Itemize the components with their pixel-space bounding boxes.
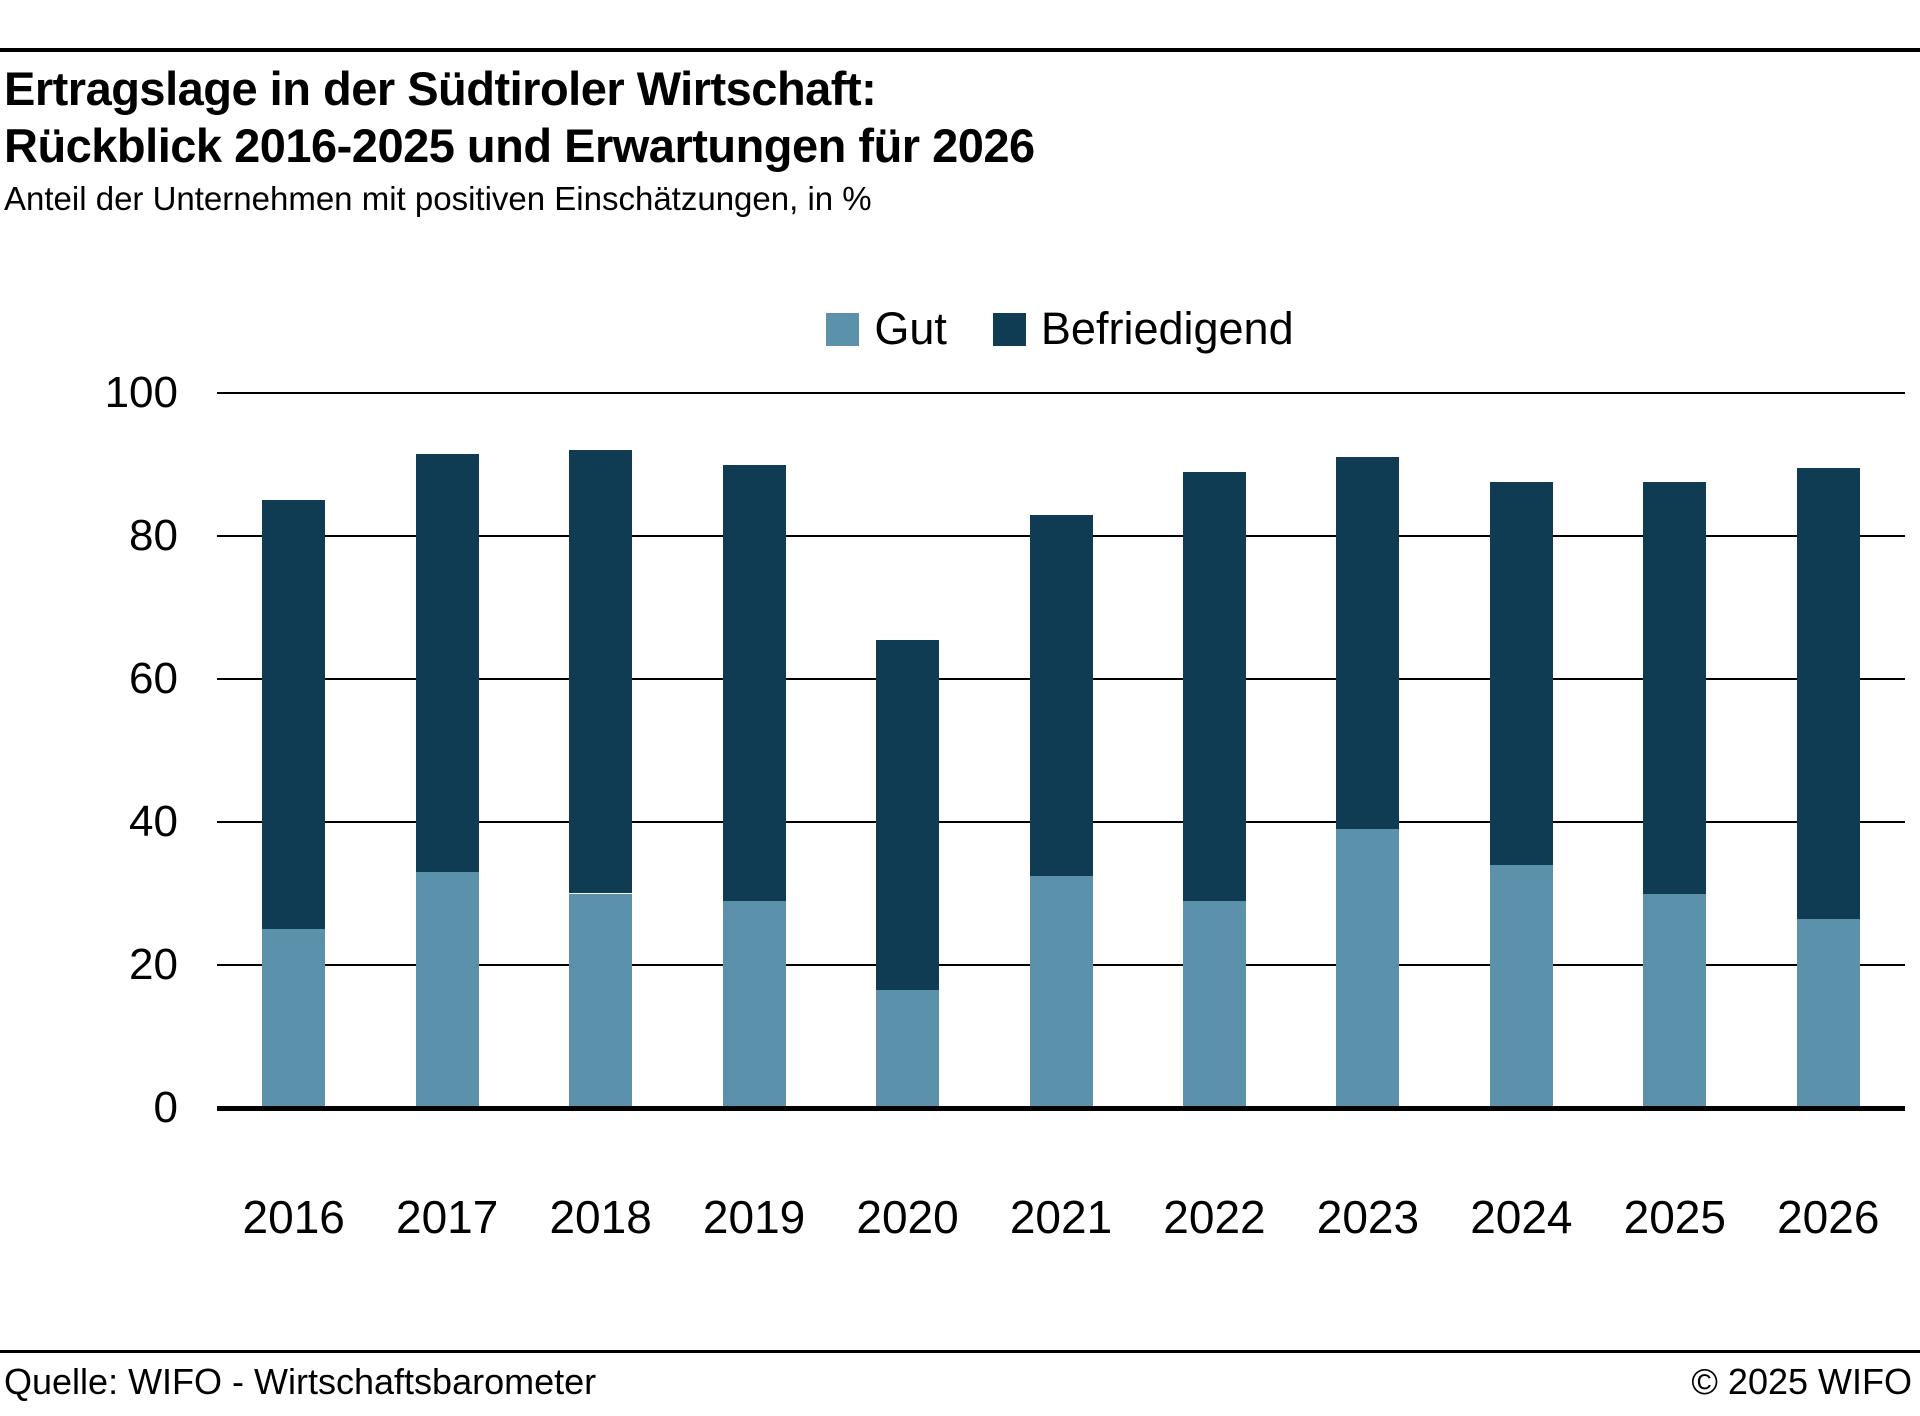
y-tick-label-0: 0 xyxy=(153,1083,178,1132)
bar-befriedigend-2018 xyxy=(569,450,633,894)
bar-befriedigend-2022 xyxy=(1182,471,1246,901)
legend-swatch-gut-icon xyxy=(826,312,860,346)
x-tick-label-2026: 2026 xyxy=(1777,1191,1880,1243)
title-line-1: Ertragslage in der Südtiroler Wirtschaft… xyxy=(4,62,877,115)
y-tick-label-40: 40 xyxy=(129,797,178,846)
copyright-note: © 2025 WIFO xyxy=(1691,1361,1912,1402)
y-tick-label-100: 100 xyxy=(104,368,178,417)
bar-befriedigend-2025 xyxy=(1643,482,1707,894)
bar-befriedigend-2016 xyxy=(262,500,326,930)
bar-befriedigend-2017 xyxy=(415,453,479,873)
footer-rule xyxy=(0,1350,1920,1353)
gridline-100 xyxy=(217,392,1905,394)
bar-befriedigend-2020 xyxy=(876,639,940,991)
x-tick-label-2023: 2023 xyxy=(1316,1191,1420,1243)
y-tick-label-80: 80 xyxy=(129,511,178,560)
x-tick-label-2016: 2016 xyxy=(242,1191,345,1243)
x-tick-label-2020: 2020 xyxy=(856,1191,959,1243)
x-tick-label-2024: 2024 xyxy=(1470,1191,1573,1243)
bar-gut-2018 xyxy=(569,893,633,1108)
chart-subtitle: Anteil der Unternehmen mit positiven Ein… xyxy=(4,180,872,217)
y-tick-label-20: 20 xyxy=(129,940,178,989)
y-tick-label-60: 60 xyxy=(129,654,178,703)
x-tick-label-2022: 2022 xyxy=(1163,1191,1266,1243)
x-axis-baseline xyxy=(217,1106,1905,1111)
bar-befriedigend-2023 xyxy=(1336,457,1400,830)
bar-befriedigend-2019 xyxy=(722,464,786,901)
bar-gut-2022 xyxy=(1182,900,1246,1108)
x-tick-label-2021: 2021 xyxy=(1009,1191,1113,1243)
legend-item-gut: Gut xyxy=(826,303,947,355)
bar-gut-2025 xyxy=(1643,893,1707,1108)
x-tick-label-2025: 2025 xyxy=(1623,1191,1726,1243)
x-tick-label-2019: 2019 xyxy=(702,1191,806,1243)
source-note: Quelle: WIFO - Wirtschaftsbarometer xyxy=(4,1361,597,1402)
bar-befriedigend-2021 xyxy=(1029,514,1093,876)
legend-label-befriedigend: Befriedigend xyxy=(1040,303,1294,354)
bar-gut-2016 xyxy=(262,929,326,1108)
bar-gut-2021 xyxy=(1029,875,1093,1108)
bar-gut-2017 xyxy=(415,872,479,1108)
page-title: Ertragslage in der Südtiroler Wirtschaft… xyxy=(4,60,1035,174)
x-tick-label-2018: 2018 xyxy=(549,1191,652,1243)
top-rule xyxy=(0,48,1920,52)
bar-gut-2023 xyxy=(1336,829,1400,1108)
legend-swatch-befriedigend-icon xyxy=(992,312,1026,346)
bar-gut-2024 xyxy=(1489,864,1553,1108)
title-line-2: Rückblick 2016-2025 und Erwartungen für … xyxy=(4,119,1035,172)
bar-gut-2026 xyxy=(1796,918,1860,1108)
bar-gut-2019 xyxy=(722,900,786,1108)
x-tick-label-2017: 2017 xyxy=(396,1191,499,1243)
legend-label-gut: Gut xyxy=(874,303,947,354)
bar-gut-2020 xyxy=(876,990,940,1108)
legend-item-befriedigend: Befriedigend xyxy=(992,303,1294,355)
bar-befriedigend-2026 xyxy=(1796,468,1860,919)
bar-befriedigend-2024 xyxy=(1489,482,1553,865)
chart-legend: Gut Befriedigend xyxy=(215,303,1905,355)
